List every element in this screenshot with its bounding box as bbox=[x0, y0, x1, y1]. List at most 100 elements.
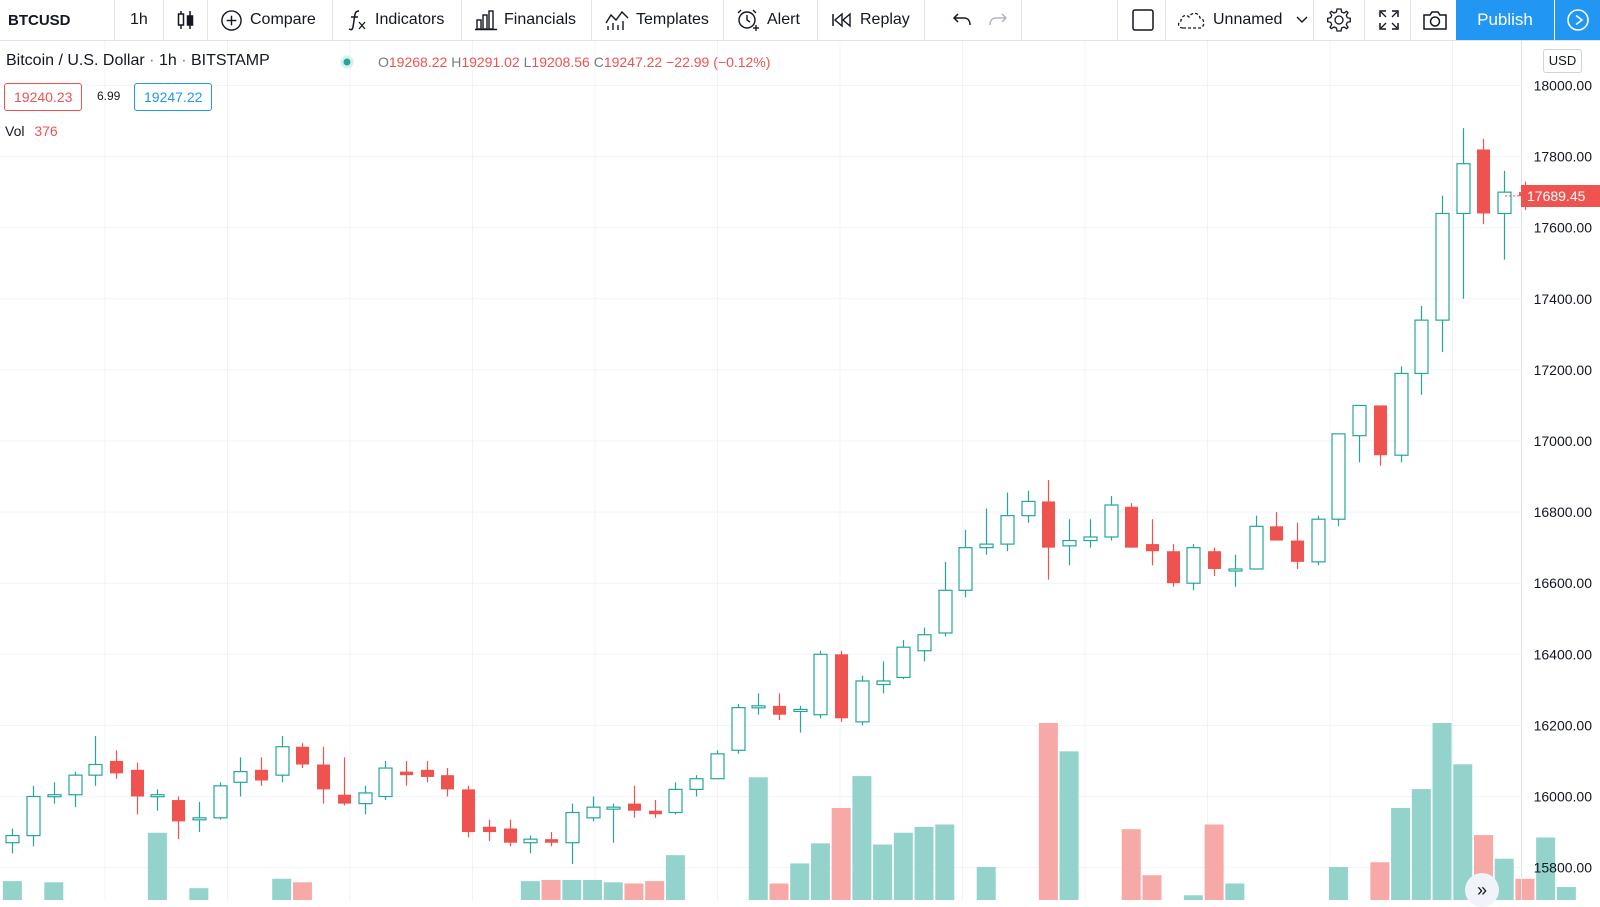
candle bbox=[462, 785, 475, 838]
high-value: 19291.02 bbox=[461, 54, 520, 70]
spread-value: 6.99 bbox=[97, 89, 121, 103]
candle bbox=[1228, 554, 1243, 587]
close-value: 19247.22 bbox=[603, 54, 663, 70]
candle bbox=[1000, 492, 1015, 552]
price-chart[interactable]: 18000.00 17800.00 17600.00 17400.00 17200.00… bbox=[0, 41, 1600, 900]
rewind-icon bbox=[832, 12, 851, 28]
replay-button[interactable]: Replay bbox=[831, 0, 910, 40]
legend-interval: 1h bbox=[158, 52, 177, 69]
symbol-search[interactable]: BTCUSD bbox=[8, 0, 71, 40]
buy-button[interactable]: 19247.22 bbox=[134, 83, 213, 111]
bar-chart-icon bbox=[475, 10, 497, 31]
plus-circle-icon bbox=[221, 9, 242, 31]
candle-body bbox=[813, 653, 828, 716]
candle bbox=[88, 736, 103, 786]
layout-name-button[interactable]: Unnamed bbox=[1176, 0, 1308, 40]
last-price-label: 17689.45 bbox=[1521, 185, 1600, 207]
low-value: 19208.56 bbox=[531, 54, 590, 70]
candle-body bbox=[1270, 526, 1283, 541]
volume-bar bbox=[645, 881, 665, 900]
candle-body bbox=[172, 800, 185, 822]
volume-bar bbox=[624, 883, 644, 900]
volume-bar bbox=[1494, 858, 1514, 900]
volume-bar bbox=[272, 878, 292, 900]
currency-button[interactable]: USD bbox=[1543, 49, 1582, 73]
high-key: H bbox=[451, 54, 462, 70]
candle bbox=[958, 529, 973, 598]
compare-button[interactable]: Compare bbox=[220, 0, 316, 40]
candle bbox=[1394, 366, 1409, 463]
financials-label: Financials bbox=[504, 11, 577, 28]
scroll-to-realtime-button[interactable]: » bbox=[1465, 873, 1499, 907]
candle bbox=[1291, 522, 1304, 569]
ask-price: 19247.22 bbox=[144, 89, 203, 105]
templates-label: Templates bbox=[636, 11, 709, 28]
candle-body bbox=[731, 707, 746, 751]
open-key: O bbox=[378, 54, 389, 70]
toolbar-divider bbox=[1410, 0, 1411, 40]
candle-body bbox=[835, 654, 848, 719]
templates-button[interactable]: Templates bbox=[605, 0, 709, 40]
candle-body bbox=[255, 769, 268, 781]
candle-body bbox=[1167, 551, 1180, 584]
candle-body bbox=[400, 771, 413, 776]
candle-body bbox=[1497, 191, 1512, 215]
candle bbox=[1021, 490, 1036, 523]
publish-button[interactable]: Publish bbox=[1456, 0, 1554, 40]
candle bbox=[649, 800, 662, 818]
volume-bar bbox=[292, 882, 312, 900]
candle-body bbox=[110, 760, 123, 774]
candle-body bbox=[1352, 404, 1367, 437]
low-key: L bbox=[523, 54, 532, 70]
snapshot-button[interactable] bbox=[1422, 0, 1448, 40]
candle bbox=[296, 743, 309, 769]
candle bbox=[545, 832, 558, 847]
candle-body bbox=[1104, 504, 1119, 538]
candles-icon bbox=[177, 11, 194, 29]
sell-button[interactable]: 19240.23 bbox=[4, 83, 83, 111]
volume-bar bbox=[1411, 789, 1431, 900]
square-icon bbox=[1132, 9, 1154, 31]
candle-body bbox=[1208, 551, 1221, 569]
volume-bar bbox=[541, 879, 561, 900]
volume-bar bbox=[893, 832, 913, 900]
candle bbox=[1435, 195, 1450, 353]
candle-body bbox=[88, 763, 103, 776]
toolbar-divider bbox=[1364, 0, 1365, 40]
price-tick-label: 17200.00 bbox=[1534, 362, 1593, 378]
publish-menu-button[interactable] bbox=[1555, 0, 1600, 40]
indicators-button[interactable]: Indicators bbox=[346, 0, 444, 40]
ohlc-values: O19268.22 H19291.02 L19208.56 C19247.22 … bbox=[378, 54, 770, 70]
candle bbox=[773, 693, 786, 721]
candle-body bbox=[5, 835, 20, 844]
candle bbox=[917, 627, 932, 662]
legend-dot-separator: · bbox=[149, 52, 155, 69]
candle-body bbox=[649, 810, 662, 815]
candle-body bbox=[586, 806, 601, 819]
candle bbox=[400, 760, 413, 786]
undo-button[interactable] bbox=[952, 0, 972, 40]
redo-button[interactable] bbox=[988, 0, 1008, 40]
candle bbox=[150, 789, 165, 811]
chart-type-button[interactable] bbox=[176, 0, 196, 40]
candle bbox=[979, 508, 994, 555]
candle bbox=[731, 704, 746, 754]
candle-body bbox=[233, 771, 248, 783]
candle-body bbox=[1125, 506, 1138, 548]
fullscreen-button[interactable] bbox=[1377, 0, 1401, 40]
candle bbox=[835, 650, 848, 722]
candle bbox=[1083, 519, 1098, 548]
layout-toggle-button[interactable] bbox=[1131, 0, 1155, 40]
candle-body bbox=[1042, 501, 1055, 548]
financials-button[interactable]: Financials bbox=[475, 0, 576, 40]
chart-legend: Bitcoin / U.S. Dollar · 1h · BITSTAMP bbox=[6, 52, 270, 70]
settings-button[interactable] bbox=[1326, 0, 1352, 40]
candle-body bbox=[1228, 568, 1243, 572]
interval-button[interactable]: 1h bbox=[130, 0, 148, 40]
toolbar-divider bbox=[461, 0, 462, 40]
volume-label: Vol bbox=[5, 123, 25, 139]
volume-bar bbox=[748, 777, 768, 900]
alert-button[interactable]: Alert bbox=[736, 0, 800, 40]
candle bbox=[338, 757, 351, 806]
candle-body bbox=[131, 769, 144, 797]
